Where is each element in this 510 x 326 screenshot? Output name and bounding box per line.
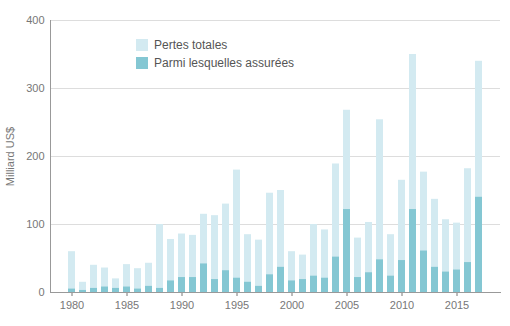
svg-text:400: 400: [26, 14, 44, 26]
html-text:Pertes totales: Pertes totales: [154, 38, 228, 52]
svg-text:2005: 2005: [335, 299, 359, 311]
svg-text:1990: 1990: [170, 299, 194, 311]
svg-text:2010: 2010: [390, 299, 414, 311]
svg-text:Milliard US$: Milliard US$: [4, 127, 16, 186]
svg-text:200: 200: [26, 150, 44, 162]
svg-text:2015: 2015: [445, 299, 469, 311]
svg-text:300: 300: [26, 82, 44, 94]
svg-text:0: 0: [38, 286, 44, 298]
svg-text:1995: 1995: [225, 299, 249, 311]
html-text:Parmi lesquelles assurées: Parmi lesquelles assurées: [154, 56, 295, 70]
svg-text:100: 100: [26, 218, 44, 230]
svg-text:1980: 1980: [60, 299, 84, 311]
svg-text:2000: 2000: [280, 299, 304, 311]
svg-text:1985: 1985: [115, 299, 139, 311]
